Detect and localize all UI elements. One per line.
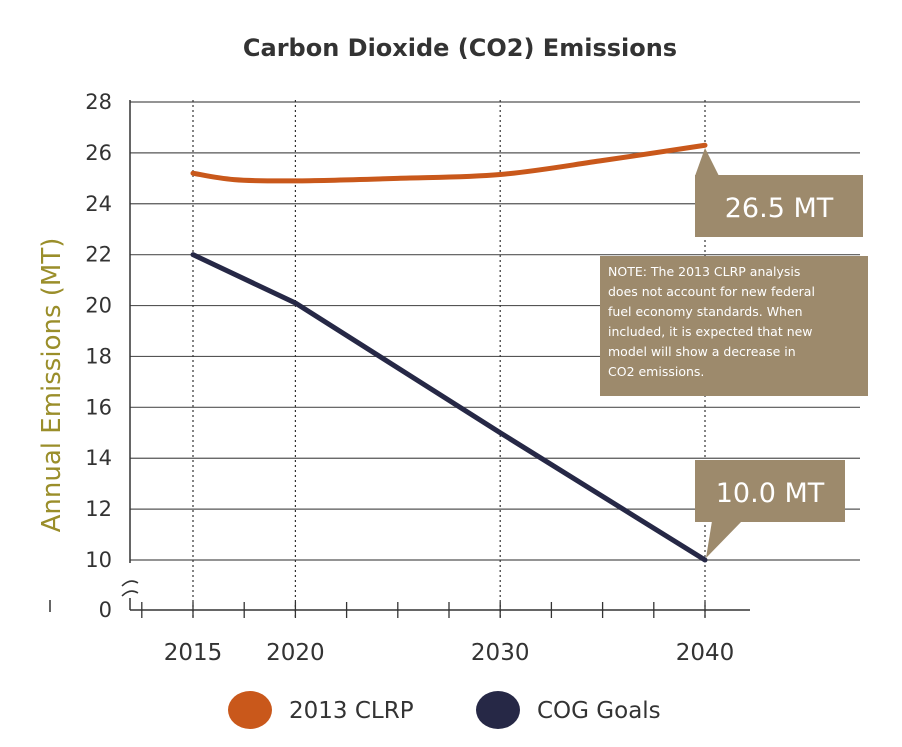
callout-top-label: 26.5 MT xyxy=(725,193,834,224)
note-line-0: NOTE: The 2013 CLRP analysis xyxy=(608,264,800,279)
axis-break-mark-lower xyxy=(121,590,139,597)
note-line-3: included, it is expected that new xyxy=(608,324,813,339)
note-line-2: fuel economy standards. When xyxy=(608,304,803,319)
note-text: NOTE: The 2013 CLRP analysis does not acc… xyxy=(608,264,815,379)
series-line-0 xyxy=(190,142,708,184)
note-box: NOTE: The 2013 CLRP analysis does not acc… xyxy=(600,256,868,396)
y-tick-label-10: 10 xyxy=(85,548,112,572)
y-tick-label-22: 22 xyxy=(85,243,112,267)
y-tick-label-26: 26 xyxy=(85,141,112,165)
series-line-1 xyxy=(190,252,708,563)
x-tick-label-2020: 2020 xyxy=(266,640,325,666)
y-tick-label-0: 0 xyxy=(99,598,112,622)
callout-top-box xyxy=(695,175,863,237)
callout-bottom: 10.0 MT xyxy=(695,460,845,558)
x-tick-label-2040: 2040 xyxy=(676,640,735,666)
legend-label-0: 2013 CLRP xyxy=(289,698,414,724)
callout-bottom-label: 10.0 MT xyxy=(716,478,825,509)
y-tick-label-18: 18 xyxy=(85,344,112,368)
y-tick-label-20: 20 xyxy=(85,294,112,318)
note-line-5: CO2 emissions. xyxy=(608,364,704,379)
callout-top: 26.5 MT xyxy=(695,148,863,237)
x-tick-label-2030: 2030 xyxy=(471,640,530,666)
series-lines xyxy=(190,142,708,563)
chart-title: Carbon Dioxide (CO2) Emissions xyxy=(243,34,677,62)
callout-bottom-box xyxy=(695,460,845,522)
legend-swatch-1 xyxy=(476,691,520,729)
legend-label-1: COG Goals xyxy=(537,698,661,724)
y-tick-label-24: 24 xyxy=(85,192,112,216)
callout-bottom-pointer xyxy=(706,521,742,558)
x-axis-minor-ticks xyxy=(141,602,706,618)
x-tick-label-2015: 2015 xyxy=(164,640,223,666)
y-tick-label-12: 12 xyxy=(85,497,112,521)
legend-swatch-0 xyxy=(228,691,272,729)
y-tick-label-14: 14 xyxy=(85,446,112,470)
note-line-1: does not account for new federal xyxy=(608,284,815,299)
y-axis-label: Annual Emissions (MT) xyxy=(37,238,67,533)
callout-top-pointer xyxy=(695,148,719,176)
note-line-4: model will show a decrease in xyxy=(608,344,796,359)
y-tick-label-28: 28 xyxy=(85,90,112,114)
horizontal-gridlines xyxy=(130,101,860,561)
x-tick-labels: 2015 2020 2030 2040 xyxy=(164,640,735,666)
axis-break-mark-upper xyxy=(121,580,139,587)
legend: 2013 CLRP COG Goals xyxy=(228,691,661,729)
y-tick-labels: 0 10 12 14 16 18 20 22 24 26 28 xyxy=(85,90,112,622)
y-tick-label-16: 16 xyxy=(85,395,112,419)
note-box-bg xyxy=(600,256,868,396)
